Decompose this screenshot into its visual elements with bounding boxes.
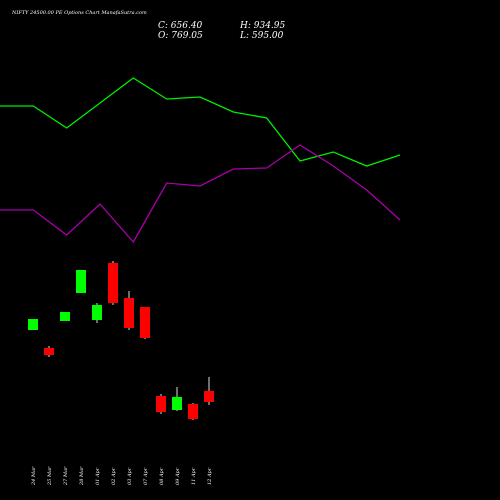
open-label: O: 769.05 bbox=[158, 31, 203, 41]
candle-body bbox=[60, 312, 70, 321]
candle-body bbox=[92, 305, 102, 320]
x-tick-label: 12 Apr bbox=[207, 467, 213, 485]
x-tick-label: 09 Apr bbox=[175, 467, 181, 485]
x-tick-label: 11 Apr bbox=[191, 467, 197, 485]
x-tick-label: 01 Apr bbox=[95, 467, 101, 485]
chart-title: NIFTY 24500.00 PE Options Chart ManafaSu… bbox=[11, 10, 147, 16]
close-label: C: 656.40 bbox=[158, 21, 203, 31]
low-label: L: 595.00 bbox=[239, 31, 284, 41]
x-tick-label: 03 Apr bbox=[127, 467, 133, 485]
x-tick-label: 24 Mar bbox=[31, 466, 37, 486]
candle-body bbox=[204, 391, 214, 402]
high-label: H: 934.95 bbox=[239, 21, 286, 31]
candle-body bbox=[76, 270, 86, 293]
x-tick-label: 02 Apr bbox=[111, 467, 117, 485]
candle-body bbox=[124, 298, 134, 328]
candle-body bbox=[188, 404, 198, 419]
line-series bbox=[0, 77, 401, 167]
candle-body bbox=[172, 397, 182, 410]
x-tick-label: 25 Mar bbox=[47, 466, 53, 486]
candle-body bbox=[108, 263, 118, 303]
candle-body bbox=[140, 307, 150, 338]
x-tick-label: 28 Mar bbox=[79, 466, 85, 486]
candle-body bbox=[44, 348, 54, 355]
candle-body bbox=[156, 396, 166, 412]
line-series bbox=[0, 144, 401, 244]
x-tick-label: 07 Apr bbox=[143, 467, 149, 485]
candle-body bbox=[28, 319, 38, 330]
x-tick-label: 08 Apr bbox=[159, 467, 165, 485]
x-tick-label: 27 Mar bbox=[63, 466, 69, 486]
